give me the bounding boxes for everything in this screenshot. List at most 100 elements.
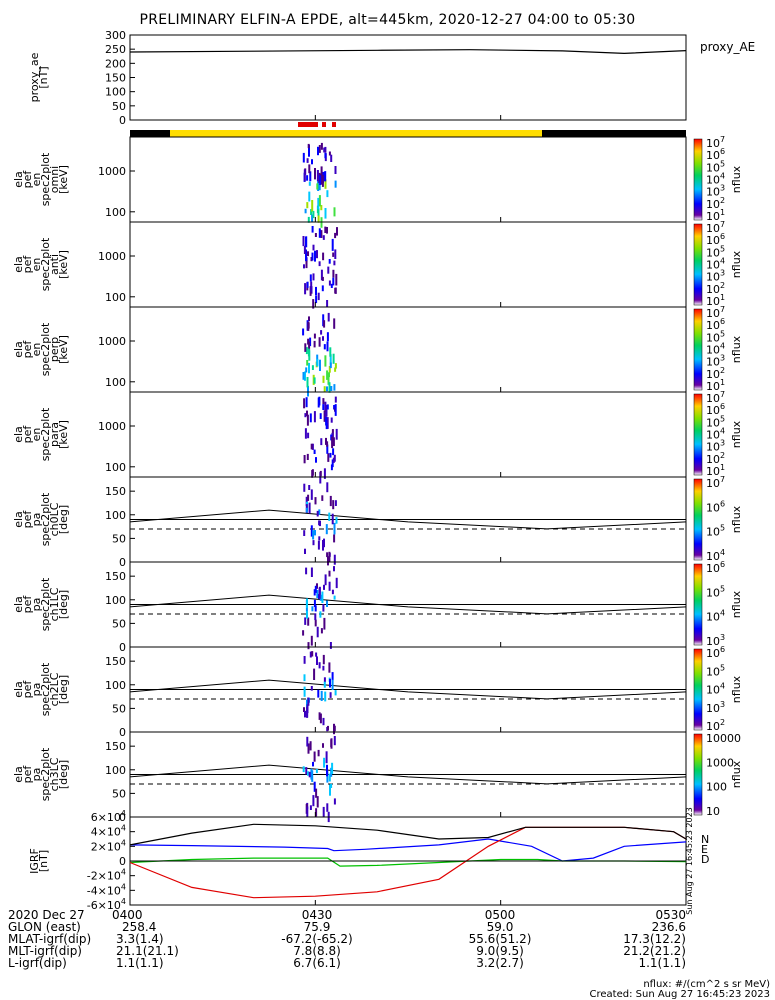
colorbar-tick-label: 106 (706, 147, 725, 162)
spectrogram-cell (302, 152, 305, 163)
y-tick-label: 50 (112, 702, 126, 715)
y-tick-label: 50 (112, 617, 126, 630)
y-axis-label: [nT] (37, 66, 50, 88)
spectrogram-cell (302, 372, 305, 380)
y-tick-label: 0 (119, 855, 126, 868)
spectrogram-cell (314, 613, 317, 621)
spectrogram-cell (318, 712, 321, 720)
spectrogram-cell (307, 432, 310, 439)
spectrogram-cell (304, 428, 307, 439)
colorbar-tick-label: 101 (706, 293, 725, 308)
y-axis-label: [keV] (57, 250, 70, 279)
spectrogram-cell (309, 274, 312, 282)
spectrogram-cell (305, 367, 308, 373)
y-axis-label: [keV] (57, 165, 70, 194)
spectrogram-cell (326, 803, 329, 812)
spectrogram-cell (306, 736, 309, 747)
spectrogram-cell (304, 548, 306, 554)
spectrogram-cell (333, 384, 336, 391)
spectrogram-cell (322, 252, 325, 261)
y-axis-label: pef (21, 595, 34, 614)
spectrogram-cell (315, 286, 317, 296)
spectrogram-cell (334, 396, 337, 403)
colorbar-tick-label: 101 (706, 208, 725, 223)
spectrogram-cell (316, 510, 319, 517)
spectrogram-cell (306, 806, 309, 817)
spectrogram-cell (334, 363, 337, 369)
colorbar-label: nflux (730, 420, 743, 448)
spectrogram-cell (306, 414, 309, 426)
spectrogram-cell (325, 417, 328, 426)
loss-cone-line (129, 509, 687, 530)
spectrogram-cell (320, 230, 323, 238)
colorbar-tick-label: 105 (706, 663, 725, 678)
spectrogram-cell (310, 686, 313, 691)
spectrogram-cell (319, 470, 322, 477)
colorbar-tick-label: 103 (706, 269, 725, 284)
panel-1: proxy_ae[nT] (28, 34, 687, 121)
colorbar-tick-label: 10 (706, 805, 720, 818)
spectrogram-cell (311, 159, 313, 165)
y-tick-label: 100 (105, 679, 126, 692)
spectrogram-cell (333, 207, 336, 217)
spectrogram-cell (321, 276, 324, 281)
spectrogram-cell (324, 401, 327, 412)
y-axis-label: ela (12, 341, 25, 358)
spectrogram-cell (333, 534, 336, 543)
spectrogram-cell (307, 642, 310, 650)
spectrogram-cell (313, 751, 316, 762)
spectrogram-cell (319, 520, 321, 527)
y-axis-label: spec2plot (39, 237, 52, 291)
spectrogram-cell (320, 269, 323, 281)
spectrogram-cell (316, 656, 318, 665)
legend-entry: D (701, 853, 709, 866)
spectrogram-cell (316, 250, 318, 259)
spectrogram-cell (305, 249, 307, 262)
spectrogram-cell (308, 181, 311, 186)
spectrogram-cell (322, 665, 325, 671)
y-tick-label: -6×104 (87, 897, 126, 912)
colorbar-tick-label: 102 (706, 451, 725, 466)
spectrogram-cell (324, 412, 327, 422)
spectrogram-cell (313, 781, 316, 792)
panel-frame (129, 306, 687, 393)
spectrogram-cell (318, 195, 321, 207)
spectrogram-cell (304, 283, 307, 295)
spectrogram-cell (305, 767, 308, 775)
colorbar-tick-label: 107 (706, 305, 725, 320)
spectrogram-cell (316, 583, 318, 589)
spectrogram-cell (326, 404, 329, 410)
colorbar-tick-label: 103 (706, 633, 725, 648)
spectrogram-cell (310, 489, 313, 500)
spectrogram-cell (335, 577, 338, 589)
spectrogram-cell (318, 587, 321, 599)
spectrogram-cell (303, 707, 305, 712)
y-tick-label: 100 (105, 764, 126, 777)
spectrogram-cell (316, 183, 319, 190)
colorbar-tick-label: 104 (706, 609, 725, 624)
spectrogram-cell (332, 277, 335, 286)
spectrogram-cell (308, 485, 311, 490)
spectrogram-cell (303, 264, 305, 269)
colorbar (693, 223, 703, 306)
footer-value: 1.1(1.1) (116, 956, 164, 970)
zone-bar-end (542, 130, 686, 137)
spectrogram-cell (333, 566, 335, 572)
spectrogram-cell (322, 336, 324, 341)
y-axis-label: [nT] (37, 850, 50, 872)
spectrogram-cell (335, 517, 338, 524)
spectrogram-cell (303, 398, 306, 409)
spectrogram-cell (324, 146, 327, 153)
y-axis-label: en (30, 173, 43, 187)
colorbar-tick-label: 102 (706, 196, 725, 211)
spectrogram-cell (318, 261, 321, 267)
spectrogram-cell (302, 328, 305, 336)
y-axis-label: ela (12, 596, 25, 613)
footer-value: 55.6(51.2) (469, 932, 532, 946)
y-axis-label: ch3LC (48, 757, 61, 791)
y-axis-label: pef (21, 425, 34, 444)
spectrogram-cell (312, 299, 315, 309)
